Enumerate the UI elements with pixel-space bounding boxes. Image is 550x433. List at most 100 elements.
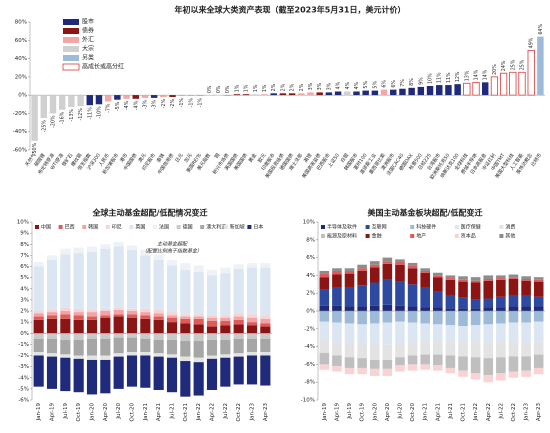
bar-segment — [60, 354, 71, 358]
bar-segment — [100, 248, 111, 309]
legend-label: 中国 — [41, 224, 51, 231]
bar-segment — [319, 273, 330, 278]
legend-label: 英国 — [135, 224, 145, 231]
bar-segment — [86, 319, 98, 334]
bar-segment — [344, 306, 355, 311]
bar-segment — [521, 370, 531, 377]
y-tick-label: -20% — [13, 111, 27, 117]
x-tick-label: Jul-19 — [63, 403, 69, 420]
bar-segment — [357, 367, 367, 375]
bar-segment — [395, 343, 405, 358]
bar-segment — [246, 325, 258, 334]
x-tick-label: Jan-22 — [473, 403, 479, 421]
bar-segment — [332, 305, 342, 311]
x-tick-label: Jul-22 — [223, 403, 229, 420]
bar-segment — [246, 263, 258, 268]
bar-segment — [496, 373, 506, 381]
value-label: -7% — [106, 103, 112, 113]
bar-segment — [319, 352, 330, 365]
x-tick-label: 铜 — [213, 152, 222, 160]
bar-segment — [33, 319, 44, 334]
value-label: 0% — [207, 85, 213, 93]
x-tick-label: Apr-22 — [210, 403, 216, 421]
bar-segment — [193, 318, 204, 325]
bar-segment — [113, 242, 124, 247]
bar — [31, 95, 38, 141]
bar-segment — [395, 281, 405, 306]
bar-segment — [533, 341, 544, 355]
bar-segment — [166, 317, 178, 323]
bar-segment — [344, 311, 355, 324]
bar — [537, 36, 544, 96]
bar-segment — [508, 294, 519, 307]
bar — [279, 93, 287, 96]
bar-segment — [86, 338, 98, 356]
value-label: 9% — [418, 77, 424, 85]
bar-segment — [458, 297, 468, 309]
bar-segment — [382, 311, 393, 323]
bar-segment — [206, 333, 218, 340]
legend-swatch — [365, 234, 370, 238]
bar-segment — [86, 359, 98, 395]
bar-segment — [395, 262, 405, 265]
x-tick-label: Jan-20 — [372, 403, 378, 422]
bar-segment — [433, 307, 443, 311]
bar-segment — [533, 311, 544, 322]
bar-segment — [180, 356, 191, 362]
bar-segment — [246, 314, 258, 318]
bar-segment — [220, 357, 231, 387]
bar-segment — [395, 357, 405, 366]
bar — [261, 94, 268, 96]
bar-segment — [332, 322, 342, 342]
legend-label: 大宗 — [82, 45, 94, 53]
bar-segment — [483, 280, 494, 299]
bar-segment — [233, 324, 244, 334]
bar-segment — [180, 263, 191, 270]
value-label: -12% — [78, 108, 84, 121]
bar-segment — [521, 276, 531, 279]
x-tick-label: Oct-22 — [236, 403, 242, 422]
y-tick-label: 7% — [20, 253, 29, 259]
bar-segment — [521, 306, 531, 311]
bar-segment — [126, 249, 138, 309]
bar — [169, 95, 176, 97]
bar-segment — [113, 246, 124, 308]
y-tick-label: -4% — [304, 344, 315, 350]
y-tick-label: -5% — [18, 386, 29, 392]
bar — [270, 93, 277, 96]
bar — [86, 95, 93, 106]
bar-segment — [113, 309, 124, 315]
y-tick-label: 0% — [18, 93, 27, 99]
bar-segment — [382, 304, 393, 311]
bar-segment — [166, 357, 178, 393]
bar — [463, 82, 471, 96]
x-tick-label: Jul-20 — [397, 403, 403, 420]
bar-segment — [113, 314, 124, 317]
annotation: 主动基金超配 — [157, 241, 188, 248]
legend-label: 另类 — [82, 54, 94, 62]
bar-segment — [445, 294, 456, 309]
bar-segment — [496, 279, 506, 297]
x-tick-label: Apr-23 — [536, 403, 542, 422]
y-tick-label: -2% — [18, 353, 29, 359]
value-label: -11% — [87, 107, 93, 120]
bar-segment — [508, 342, 519, 357]
x-tick-label: 澳元 — [137, 152, 148, 164]
bar-segment — [73, 312, 84, 316]
bar-segment — [483, 298, 494, 308]
x-tick-label: Jul-22 — [498, 403, 504, 420]
bar-segment — [407, 306, 418, 311]
bar-segment — [470, 308, 481, 311]
bar-segment — [369, 282, 380, 306]
bar-segment — [206, 317, 218, 322]
bar-segment — [166, 339, 178, 355]
x-tick-label: Oct-21 — [461, 403, 467, 422]
bar-segment — [332, 270, 342, 275]
legend-label: 高成长或高分红 — [82, 63, 124, 71]
value-label: 25% — [520, 59, 526, 70]
bar-segment — [260, 352, 271, 356]
bar-segment — [382, 279, 393, 305]
bar-segment — [458, 356, 468, 371]
bar-segment — [193, 316, 204, 319]
bar-segment — [206, 321, 218, 327]
